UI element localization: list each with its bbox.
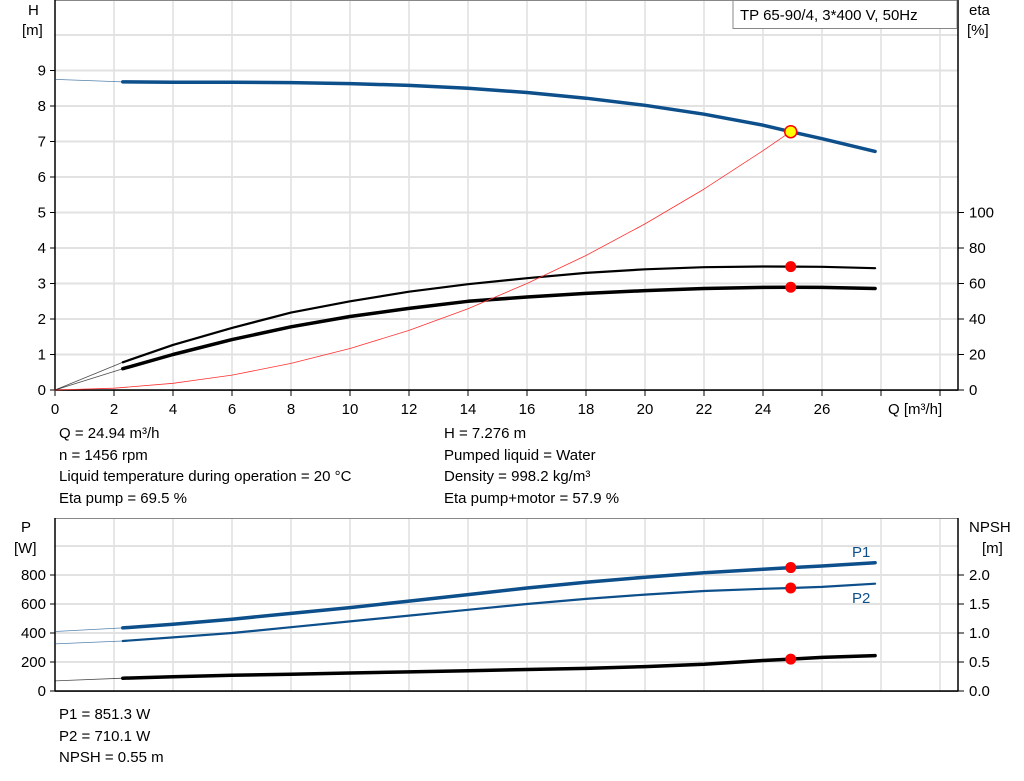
y-left-tick-label: 400 (21, 625, 46, 642)
x-tick-label: 18 (578, 401, 595, 418)
h-operating-point (783, 124, 798, 139)
eta-pump-operating-point (785, 261, 797, 273)
p2-operating-point (785, 582, 797, 594)
power-npsh-chart: 0 200 400 600 800 0.0 0.5 1.0 1.5 2.0 (21, 518, 990, 700)
x-tick-label: 12 (401, 401, 418, 418)
p1-curve (121, 560, 877, 630)
npsh-operating-point (785, 653, 797, 665)
y-right-tick-label: 100 (969, 205, 994, 222)
eta-pump-curve-extension (54, 361, 123, 391)
y-right-tick-label: 1.5 (969, 596, 990, 613)
info-head: H = 7.276 m (444, 425, 527, 442)
y-left-tick-label: 5 (38, 205, 46, 222)
info-pumped-liquid: Pumped liquid = Water (444, 446, 596, 464)
x-tick-label: 22 (696, 401, 713, 418)
p-axis-unit: [W] (14, 540, 37, 557)
eta-pump-curve (121, 265, 877, 364)
y-right-tick-label: 0.5 (969, 654, 990, 671)
q-axis-label: Q [m³/h] (888, 401, 942, 418)
h-axis-unit: [m] (22, 22, 43, 39)
y-right-tick-label: 40 (969, 311, 986, 328)
x-tick-label: 2 (110, 401, 118, 418)
y-left-tick-label: 7 (38, 134, 46, 151)
npsh-curve (121, 653, 877, 680)
x-tick-label: 10 (342, 401, 359, 418)
y-left-tick-label: 0 (38, 683, 46, 700)
y-right-tick-label: 80 (969, 240, 986, 257)
y-right-tick-label: 60 (969, 276, 986, 293)
x-tick-label: 16 (519, 401, 536, 418)
h-curve (121, 80, 877, 154)
eta-axis-unit: [%] (967, 22, 989, 39)
x-tick-label: 26 (814, 401, 831, 418)
info-npsh: NPSH = 0.55 m (59, 749, 164, 766)
info-eta-pump: Eta pump = 69.5 % (59, 489, 187, 507)
npsh-axis-unit: [m] (982, 540, 1003, 557)
duty-info-right: H = 7.276 m Pumped liquid = Water Densit… (444, 423, 619, 509)
p1-operating-point (785, 562, 797, 574)
x-tick-label: 20 (637, 401, 654, 418)
y-left-tick-label: 2 (38, 311, 46, 328)
y-right-tick-label: 0.0 (969, 683, 990, 700)
x-tick-label: 24 (755, 401, 772, 418)
eta-pump-motor-operating-point (785, 281, 797, 293)
x-tick-label: 4 (169, 401, 177, 418)
y-left-tick-label: 800 (21, 567, 46, 584)
info-flow: Q = 24.94 m³/h (59, 425, 160, 442)
h-axis-label: H (28, 2, 39, 19)
info-p1: P1 = 851.3 W (59, 706, 151, 723)
y-left-tick-label: 1 (38, 347, 46, 364)
h-curve-extension (54, 79, 123, 83)
npsh-axis-label: NPSH (969, 519, 1011, 536)
plot-frame (54, 0, 959, 391)
y-left-tick-label: 3 (38, 276, 46, 293)
x-tick-label: 0 (51, 401, 59, 418)
info-p2: P2 = 710.1 W (59, 727, 151, 745)
x-tick-label: 8 (287, 401, 295, 418)
y-left-tick-label: 9 (38, 63, 46, 80)
power-info: P1 = 851.3 W P2 = 710.1 W NPSH = 0.55 m (59, 704, 164, 769)
eta-pump-motor-curve-extension (54, 368, 123, 391)
info-liquid-temperature: Liquid temperature during operation = 20… (59, 468, 352, 485)
y-left-tick-label: 600 (21, 596, 46, 613)
p2-curve (121, 582, 877, 643)
y-left-tick-label: 0 (38, 382, 46, 399)
y-right-tick-label: 0 (969, 382, 977, 399)
npsh-curve-extension (54, 677, 123, 682)
info-speed: n = 1456 rpm (59, 446, 148, 464)
x-tick-label: 14 (460, 401, 477, 418)
y-right-tick-label: 20 (969, 347, 986, 364)
y-right-tick-label: 1.0 (969, 625, 990, 642)
y-left-tick-label: 4 (38, 240, 46, 257)
x-tick-label: 6 (228, 401, 236, 418)
legend-box (732, 0, 958, 29)
y-left-tick-label: 6 (38, 169, 46, 186)
info-eta-pump-motor: Eta pump+motor = 57.9 % (444, 489, 620, 507)
legend-box-text: TP 65-90/4, 3*400 V, 50Hz (740, 7, 918, 24)
eta-axis-label: eta (969, 2, 991, 19)
y-left-tick-label: 200 (21, 654, 46, 671)
duty-info-left: Q = 24.94 m³/h n = 1456 rpm Liquid tempe… (59, 423, 351, 509)
y-right-tick-label: 2.0 (969, 567, 990, 584)
y-left-tick-label: 8 (38, 98, 46, 115)
p2-curve-extension (54, 640, 123, 645)
p1-series-label: P1 (852, 544, 870, 561)
info-density: Density = 998.2 kg/m³ (444, 468, 591, 485)
p-axis-label: P (21, 519, 31, 536)
eta-pump-motor-curve (121, 285, 877, 371)
p1-curve-extension (54, 627, 123, 632)
p2-series-label: P2 (852, 590, 870, 607)
system-curve-curve (54, 131, 792, 391)
